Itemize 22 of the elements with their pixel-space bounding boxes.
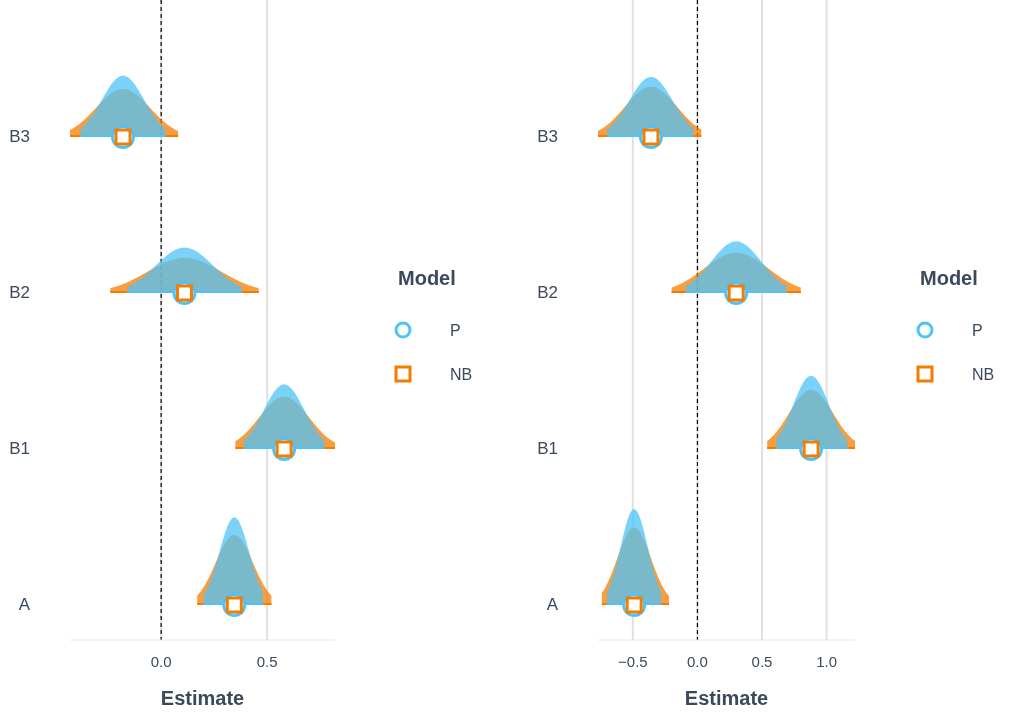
x-axis-title: Estimate xyxy=(160,687,245,709)
text: P xyxy=(450,322,461,339)
y-tick-label: B1 xyxy=(537,439,558,458)
y-tick-label: B3 xyxy=(537,127,558,146)
x-tick-label: 0.5 xyxy=(751,653,773,670)
x-tick-label: 0.5 xyxy=(256,653,278,670)
y-tick-label: B1 xyxy=(9,439,30,458)
y-tick-label: B3 xyxy=(9,127,30,146)
text: P xyxy=(972,322,983,339)
y-tick-label: A xyxy=(546,595,559,614)
x-tick-label: 0.0 xyxy=(687,653,708,670)
y-tick-label: B2 xyxy=(537,283,558,302)
x-tick-label: 0.0 xyxy=(150,653,172,670)
y-tick-label: A xyxy=(18,595,31,614)
x-tick-label: −0.5 xyxy=(618,653,648,670)
legend-title: Model xyxy=(920,267,978,289)
text: NB xyxy=(972,366,995,383)
x-tick-label: 1.0 xyxy=(816,653,838,670)
x-axis-title: Estimate xyxy=(684,687,769,709)
text: NB xyxy=(450,366,473,383)
y-tick-label: B2 xyxy=(9,283,30,302)
legend-title: Model xyxy=(398,267,456,289)
